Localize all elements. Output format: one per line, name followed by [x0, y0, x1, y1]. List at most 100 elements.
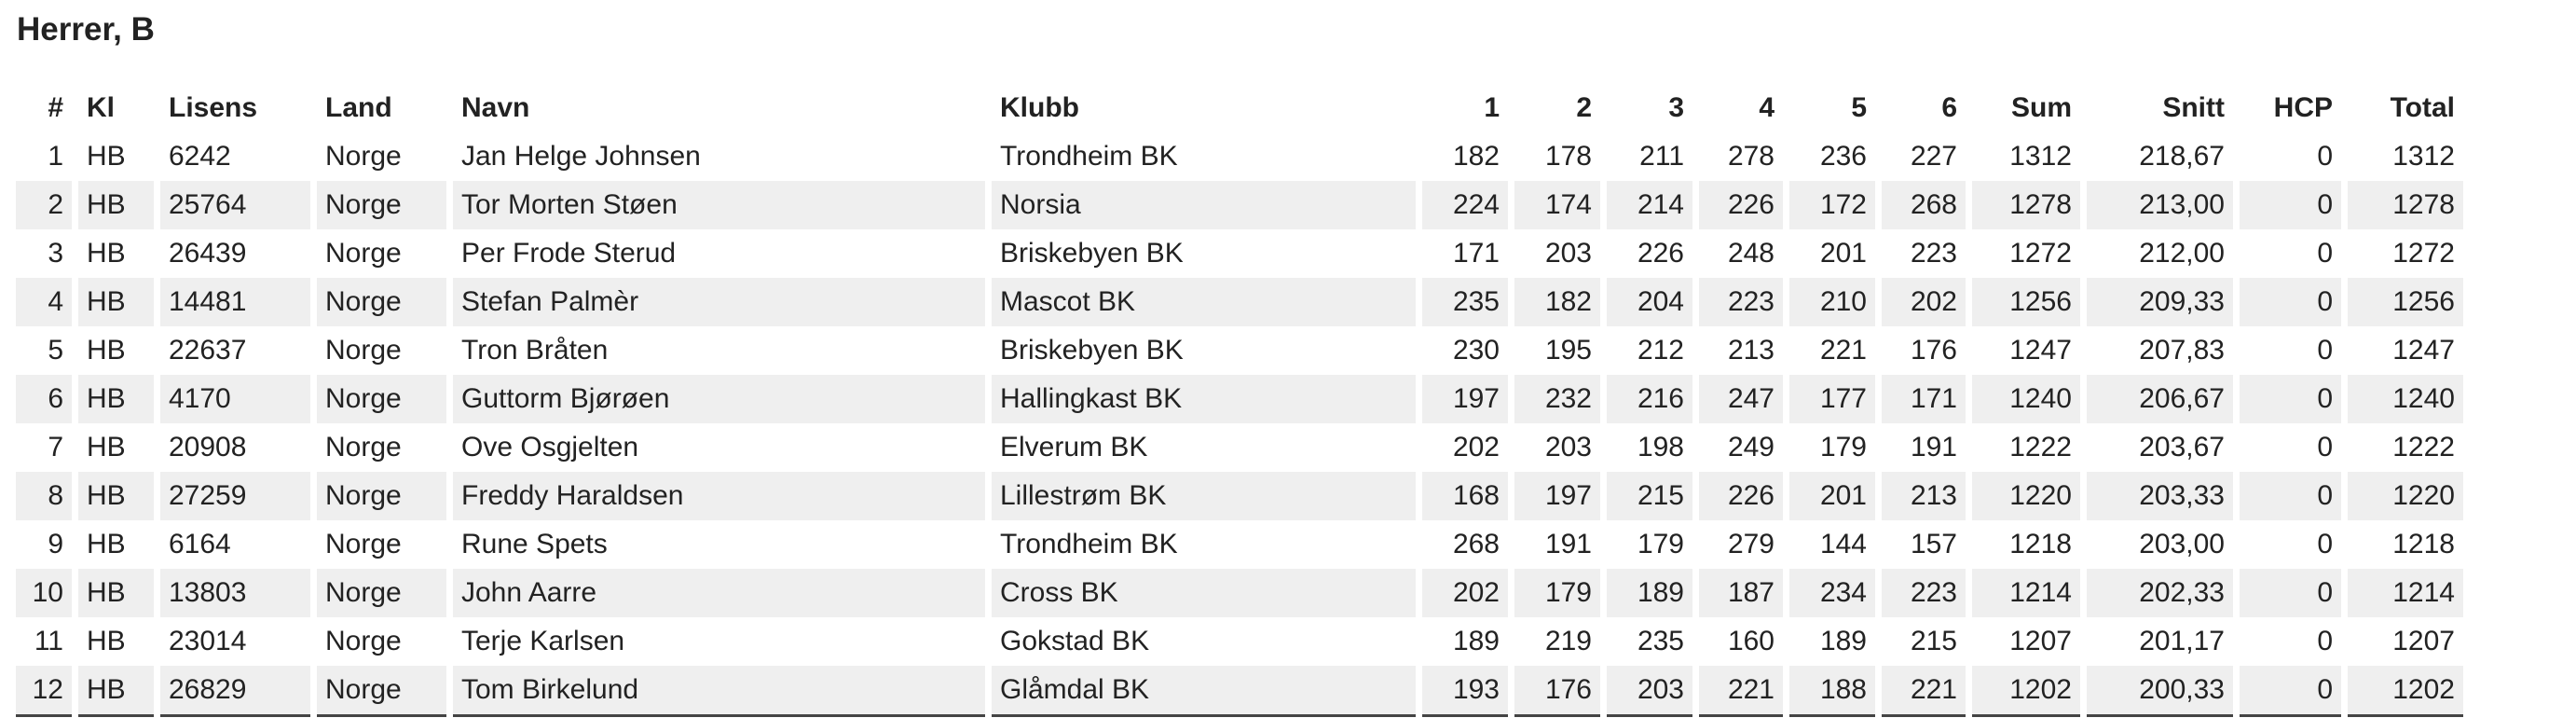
table-cell: Lillestrøm BK [992, 472, 1416, 520]
table-cell: 182 [1452, 141, 1500, 172]
table-row: 10 HB 13803 Norge John Aarre Cross BK 202 179 18… [16, 569, 2463, 617]
table-cell: Cross BK [992, 569, 1416, 617]
column-header: Land [325, 92, 392, 123]
table-cell: 213 [1727, 335, 1774, 366]
table-cell: Guttorm Bjørøen [453, 375, 985, 423]
table-cell: 160 [1727, 626, 1774, 656]
table-cell: 1220 [1972, 472, 2080, 520]
table-cell: Norge [317, 569, 446, 617]
table-cell: 203,67 [2139, 432, 2225, 463]
table-cell: Mascot BK [992, 278, 1416, 326]
table-cell: 1240 [1972, 375, 2080, 423]
table-cell: 1214 [1972, 569, 2080, 617]
table-cell: Hallingkast BK [992, 375, 1416, 423]
table-cell: Norge [317, 375, 446, 423]
table-cell: 219 [1544, 626, 1592, 656]
column-header: Navn [461, 92, 530, 123]
table-cell: 1214 [2348, 569, 2463, 617]
table-cell: 187 [1699, 569, 1783, 617]
table-cell: 11 [34, 626, 63, 656]
column-header: 4 [1759, 92, 1774, 123]
table-cell: 0 [2317, 626, 2333, 656]
table-cell: 189 [1452, 626, 1500, 656]
table-cell: HB [87, 238, 126, 269]
results-table: # Kl Lisens Land Navn Klubb 1 2 3 4 5 6 Sum Snitt HCP T… [9, 84, 2470, 717]
table-row: 9 HB 6164 Norge Rune Spets Trondheim BK 268 191… [16, 520, 2463, 569]
table-cell: HB [78, 278, 154, 326]
table-cell: 200,33 [2087, 666, 2233, 717]
column-header: # [48, 92, 63, 123]
table-cell: 201 [1819, 238, 1867, 269]
table-cell: Tron Bråten [461, 335, 609, 366]
table-cell: 7 [48, 432, 63, 463]
column-header: Sum [2010, 92, 2072, 123]
column-header: 6 [1941, 92, 1957, 123]
table-cell: 4170 [160, 375, 310, 423]
table-cell: 188 [1789, 666, 1875, 717]
table-cell: 26829 [160, 666, 310, 717]
table-row: 11 HB 23014 Norge Terje Karlsen Gokstad BK 189… [16, 617, 2463, 666]
table-cell: 249 [1727, 432, 1774, 463]
table-row: 8 HB 27259 Norge Freddy Haraldsen Lillestrøm … [16, 472, 2463, 520]
table-cell: 1278 [2348, 181, 2463, 229]
table-cell: 207,83 [2139, 335, 2225, 366]
table-cell: 234 [1789, 569, 1875, 617]
column-header: Total [2390, 92, 2455, 123]
table-cell: 235 [1637, 626, 1684, 656]
table-cell: 179 [1637, 529, 1684, 559]
column-header: 5 [1851, 92, 1867, 123]
table-cell: 191 [1910, 432, 1957, 463]
table-cell: 8 [16, 472, 72, 520]
table-cell: 1218 [2009, 529, 2072, 559]
table-cell: 6164 [169, 529, 231, 559]
table-cell: 6 [16, 375, 72, 423]
table-cell: 10 [16, 569, 72, 617]
table-cell: Trondheim BK [1000, 141, 1178, 172]
table-cell: 0 [2240, 472, 2341, 520]
table-cell: 174 [1514, 181, 1600, 229]
table-cell: 157 [1910, 529, 1957, 559]
table-cell: HB [87, 529, 126, 559]
table-cell: 204 [1607, 278, 1692, 326]
table-cell: 203,00 [2139, 529, 2225, 559]
table-cell: 0 [2317, 335, 2333, 366]
table-cell: 1278 [1972, 181, 2080, 229]
table-cell: 224 [1422, 181, 1508, 229]
table-cell: 176 [1514, 666, 1600, 717]
table-cell: Briskebyen BK [1000, 335, 1184, 366]
table-cell: Rune Spets [461, 529, 608, 559]
column-header: Snitt [2162, 92, 2225, 123]
table-cell: Elverum BK [1000, 432, 1148, 463]
table-cell: 226 [1699, 181, 1783, 229]
table-cell: 177 [1789, 375, 1875, 423]
table-row: 12 HB 26829 Norge Tom Birkelund Glåmdal BK 193… [16, 666, 2463, 717]
table-cell: 197 [1422, 375, 1508, 423]
table-cell: 1207 [2392, 626, 2455, 656]
table-cell: 268 [1452, 529, 1500, 559]
table-cell: 206,67 [2087, 375, 2233, 423]
table-cell: 223 [1910, 238, 1957, 269]
table-cell: 1222 [2392, 432, 2455, 463]
table-cell: 25764 [160, 181, 310, 229]
table-cell: 26439 [169, 238, 247, 269]
table-cell: 202 [1882, 278, 1966, 326]
table-cell: 5 [48, 335, 63, 366]
table-cell: Gokstad BK [1000, 626, 1150, 656]
table-cell: 12 [16, 666, 72, 717]
table-cell: 168 [1422, 472, 1508, 520]
table-cell: 215 [1910, 626, 1957, 656]
table-cell: 1272 [2392, 238, 2455, 269]
table-cell: 214 [1607, 181, 1692, 229]
table-cell: 1312 [2009, 141, 2072, 172]
table-cell: 23014 [169, 626, 247, 656]
table-cell: Norge [317, 666, 446, 717]
table-cell: 198 [1637, 432, 1684, 463]
table-cell: HB [87, 432, 126, 463]
table-cell: 193 [1422, 666, 1508, 717]
table-cell: 1202 [1972, 666, 2080, 717]
table-cell: HB [87, 335, 126, 366]
table-cell: 209,33 [2087, 278, 2233, 326]
table-cell: HB [78, 569, 154, 617]
table-cell: 1218 [2392, 529, 2455, 559]
table-cell: 171 [1452, 238, 1500, 269]
